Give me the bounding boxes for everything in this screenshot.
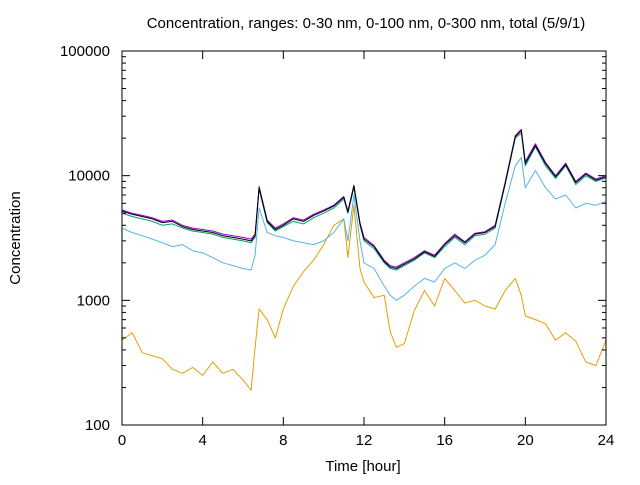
x-tick-label: 4: [198, 432, 206, 449]
plot-area: 0 4 8 12 16 20 24 100 1000 10000 100000: [60, 43, 614, 449]
x-tick-label: 8: [279, 432, 287, 449]
x-tick-label: 24: [598, 432, 615, 449]
x-tick-label: 12: [356, 432, 373, 449]
y-tick-label: 100000: [60, 43, 110, 60]
chart-title: Concentration, ranges: 0-30 nm, 0-100 nm…: [147, 15, 586, 32]
series-line-3: [121, 132, 607, 271]
x-tick-label: 20: [517, 432, 534, 449]
x-tick-label: 16: [436, 432, 453, 449]
series-line-2: [121, 156, 607, 301]
y-tick-label: 1000: [77, 292, 110, 309]
y-tick-label: 100: [85, 417, 110, 434]
series-line-5: [121, 130, 607, 269]
y-axis-title: Concentration: [7, 191, 24, 284]
x-axis-title: Time [hour]: [325, 458, 400, 475]
x-tick-label: 0: [118, 432, 126, 449]
y-tick-label: 10000: [68, 168, 110, 185]
series-line-1: [121, 204, 607, 391]
